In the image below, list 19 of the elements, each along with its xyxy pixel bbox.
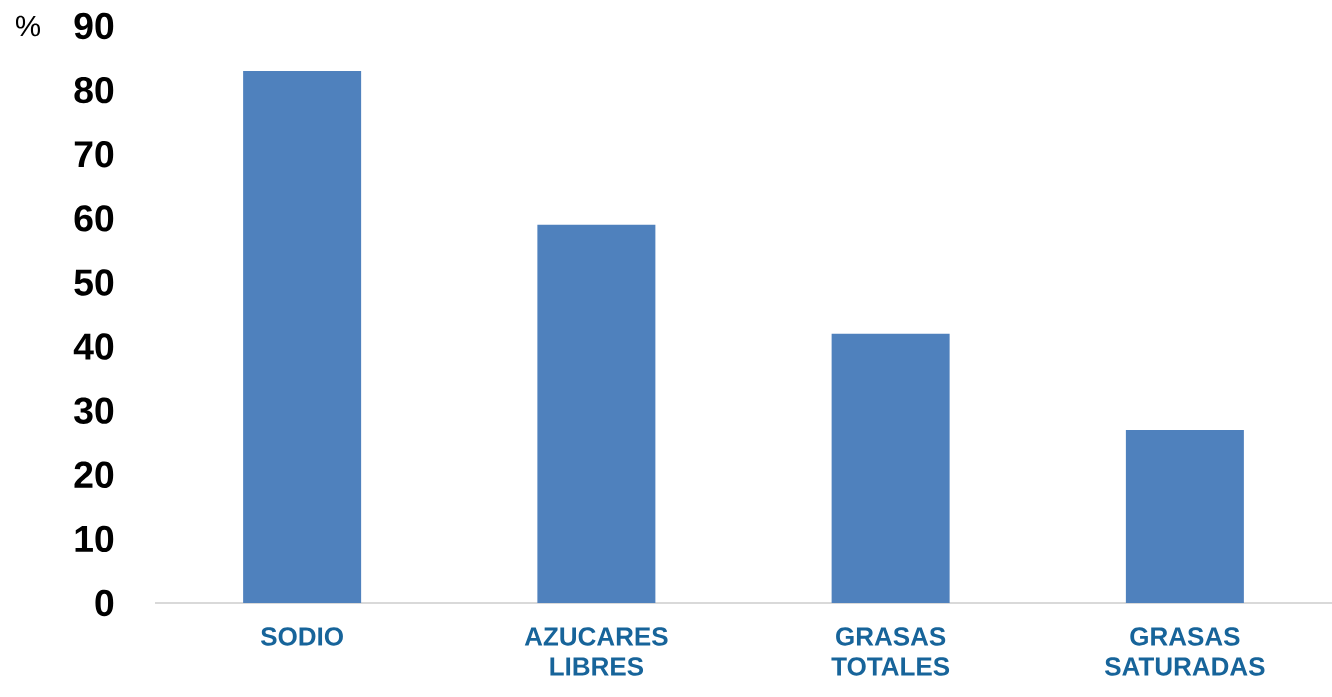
y-tick-label: 20 [74, 461, 114, 488]
y-tick-label: 30 [74, 397, 114, 424]
x-tick-label: SODIO [260, 627, 343, 646]
y-tick-label: 70 [74, 141, 114, 168]
x-tick-label: GRASAS SATURADAS [1104, 627, 1265, 676]
bar [243, 70, 362, 603]
x-tick-label: GRASAS TOTALES [831, 627, 950, 676]
y-tick-label: 90 [74, 12, 114, 40]
x-tick-label: AZUCARES LIBRES [524, 627, 668, 676]
y-tick-label: 40 [73, 333, 114, 360]
bar [1125, 429, 1244, 603]
y-axis-title: % [16, 15, 40, 37]
y-tick-label: 60 [74, 205, 114, 232]
y-tick-label: 50 [74, 269, 114, 296]
bar [537, 224, 656, 603]
y-tick-label: 10 [75, 525, 114, 553]
bar [831, 333, 950, 603]
y-tick-label: 80 [74, 76, 114, 104]
y-tick-label: 0 [95, 589, 114, 617]
